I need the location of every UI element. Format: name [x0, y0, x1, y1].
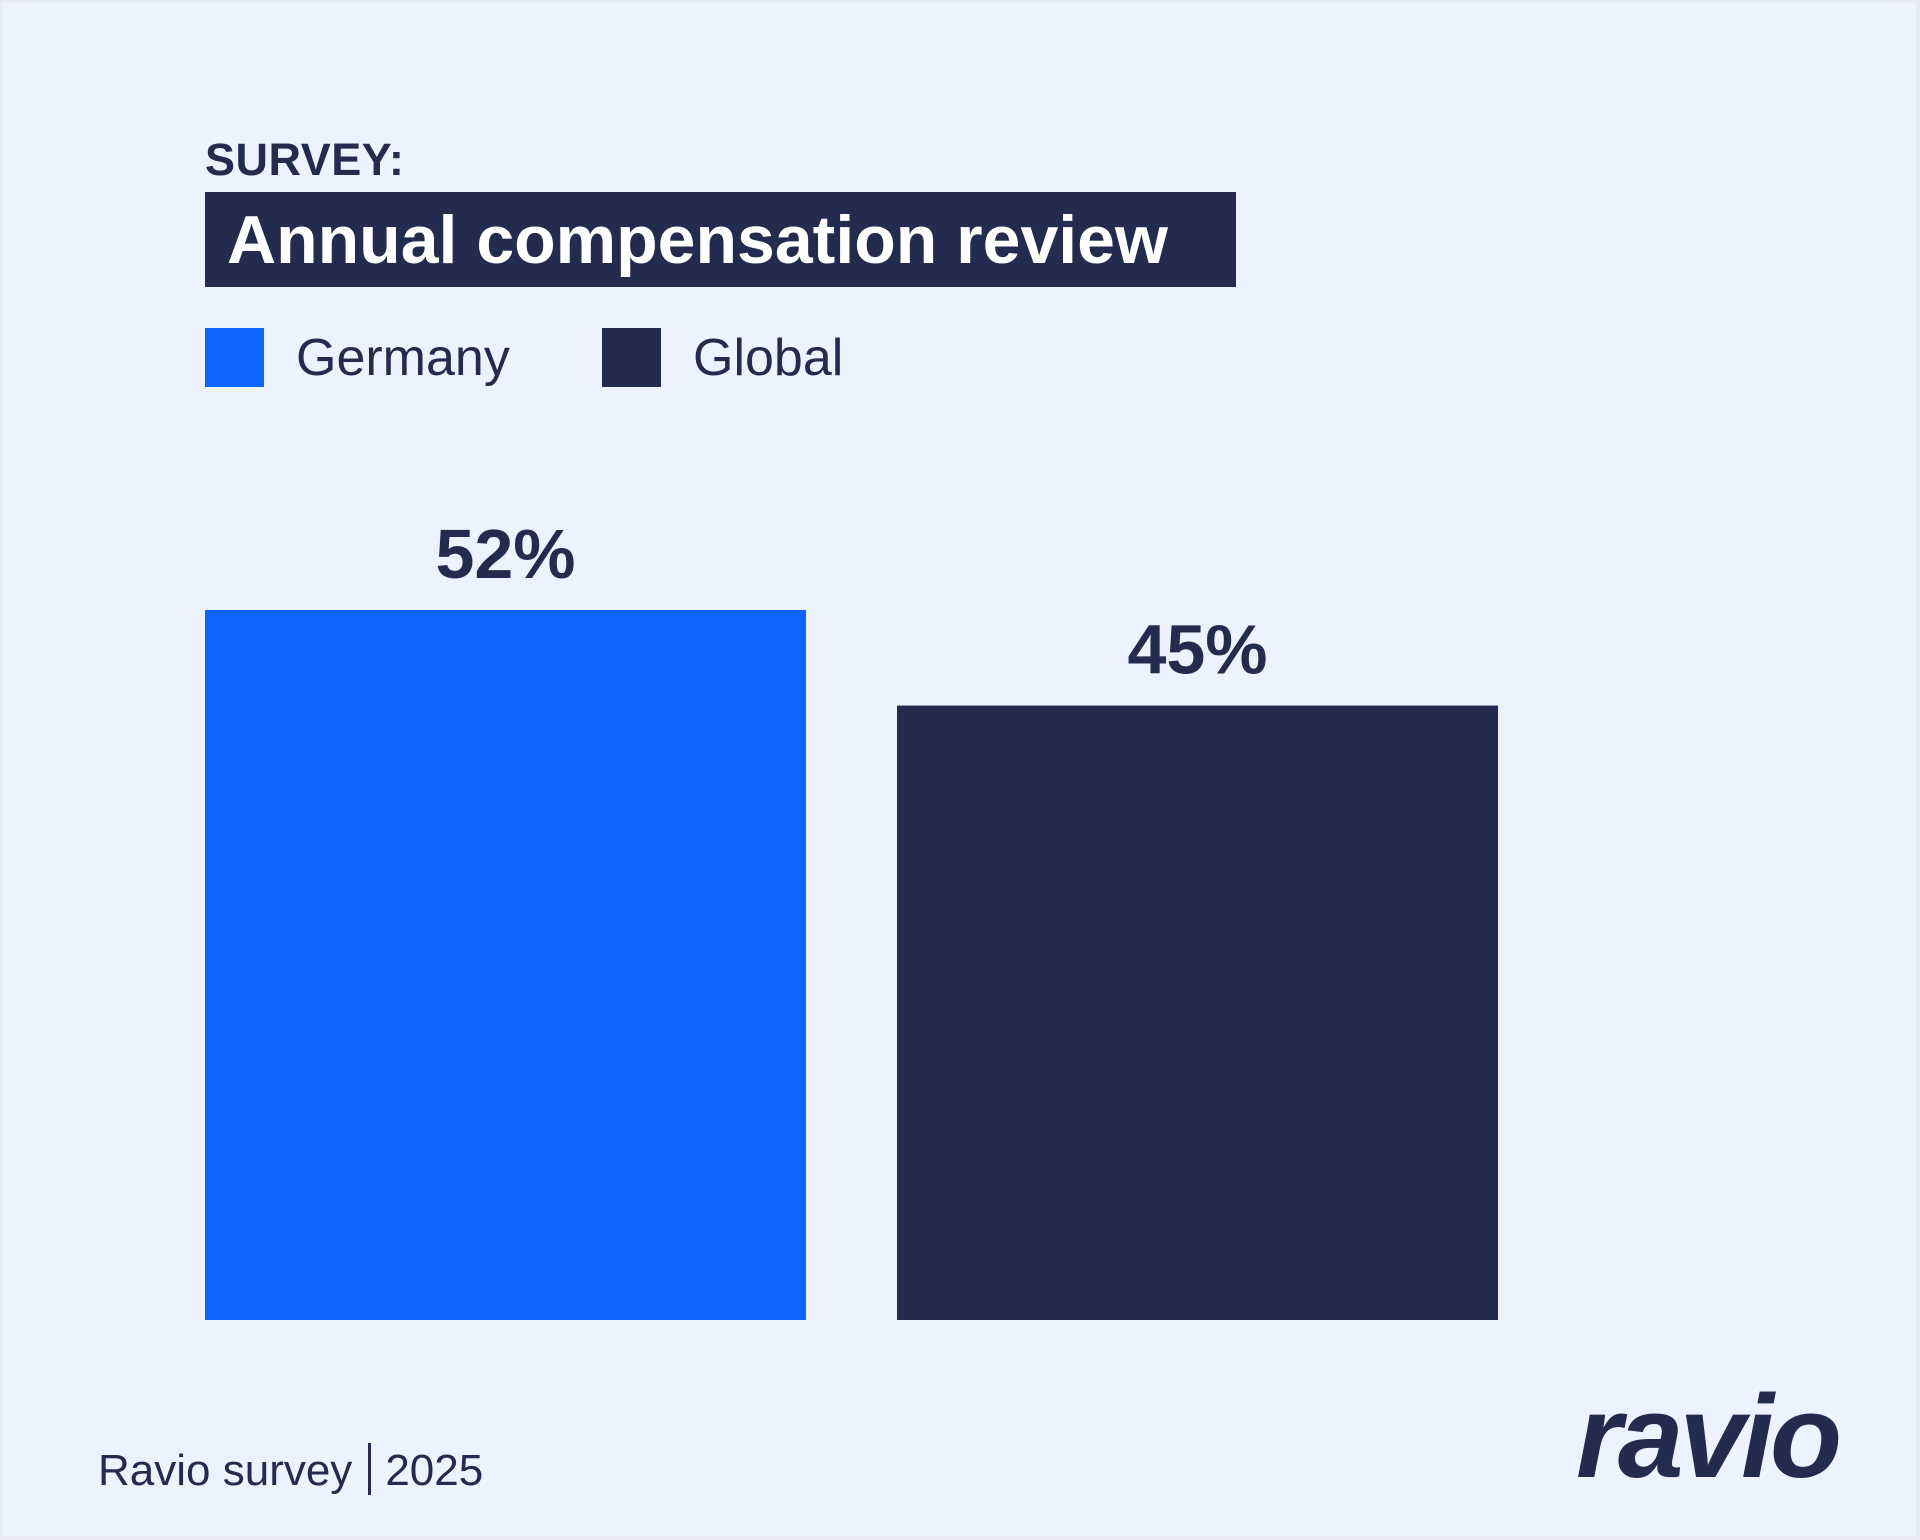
footer-year: 2025: [385, 1446, 484, 1495]
chart-eyebrow: SURVEY:: [205, 134, 405, 185]
bar-global: [897, 705, 1498, 1320]
footer-source: Ravio survey 2025: [98, 1443, 483, 1496]
chart-title-box: Annual compensation review: [205, 192, 1236, 287]
legend-swatch-germany: [205, 328, 264, 387]
bar-germany: [205, 610, 806, 1320]
legend-swatch-global: [602, 328, 661, 387]
ravio-logo: ravio: [1576, 1371, 1842, 1503]
footer-source-label: Ravio survey: [98, 1446, 353, 1495]
data-label-global: 45%: [1127, 611, 1267, 689]
chart-title: Annual compensation review: [227, 202, 1168, 278]
legend-label-germany: Germany: [296, 329, 510, 387]
footer-divider: [368, 1443, 372, 1495]
legend-label-global: Global: [693, 329, 844, 387]
data-label-germany: 52%: [435, 515, 575, 593]
